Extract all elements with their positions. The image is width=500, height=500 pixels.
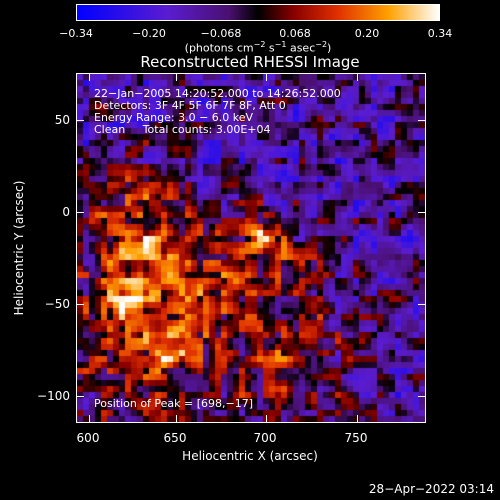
units-text: ) [327,41,332,55]
annotation-detectors: Detectors: 3F 4F 5F 6F 7F 8F, Att 0 [94,99,286,112]
colorbar-tick-label: 0.34 [427,27,453,40]
y-axis-title: Heliocentric Y (arcsec) [12,180,26,316]
units-exponent: −1 [274,40,287,49]
x-tick [266,415,267,422]
y-tick [77,396,84,397]
y-tick [77,212,84,213]
x-tick-label: 750 [344,431,368,445]
y-tick-label: 0 [62,205,70,219]
x-axis-title: Heliocentric X (arcsec) [182,449,318,463]
colorbar-tick-label: −0.20 [132,27,166,40]
date-stamp: 28−Apr−2022 03:14 [368,482,494,496]
colorbar-tick-label: −0.34 [59,27,93,40]
y-tick [418,396,425,397]
y-tick-label: 50 [54,113,70,127]
units-text: (photons cm [184,41,254,55]
y-tick [418,212,425,213]
x-tick [357,415,358,422]
colorbar-tick-label: −0.068 [200,27,242,40]
heatmap-canvas [77,74,425,422]
y-tick-label: −100 [37,389,70,403]
colorbar-units: (photons cm−2 s−1 asec−2) [185,40,332,55]
y-tick-label: −50 [44,297,70,311]
y-tick [77,120,84,121]
x-tick [89,74,90,81]
colorbar-tick-label: 0.20 [354,27,380,40]
image-plot[interactable]: 22−Jan−2005 14:20:52.000 to 14:26:52.000… [76,73,426,423]
x-tick [89,415,90,422]
colorbar-tick-label: 0.068 [279,27,311,40]
y-tick [77,304,84,305]
y-tick [418,304,425,305]
x-tick [176,74,177,81]
x-tick [176,415,177,422]
x-tick-label: 600 [76,431,100,445]
units-exponent: −2 [253,40,266,49]
annotation-clean: Clean Total counts: 3.00E+04 [94,123,271,136]
x-tick [357,74,358,81]
annotation-energy: Energy Range: 3.0 − 6.0 keV [94,111,254,124]
colorbar [76,4,440,21]
units-exponent: −2 [315,40,328,49]
annotation-peak: Position of Peak = [698,−17] [94,397,254,410]
y-tick [418,120,425,121]
x-tick-label: 650 [163,431,187,445]
x-tick [266,74,267,81]
annotation-time-range: 22−Jan−2005 14:20:52.000 to 14:26:52.000 [94,87,341,100]
x-tick-label: 700 [253,431,277,445]
plot-title: Reconstructed RHESSI Image [140,53,360,71]
units-text: asec [286,41,316,55]
units-text: s [265,41,275,55]
